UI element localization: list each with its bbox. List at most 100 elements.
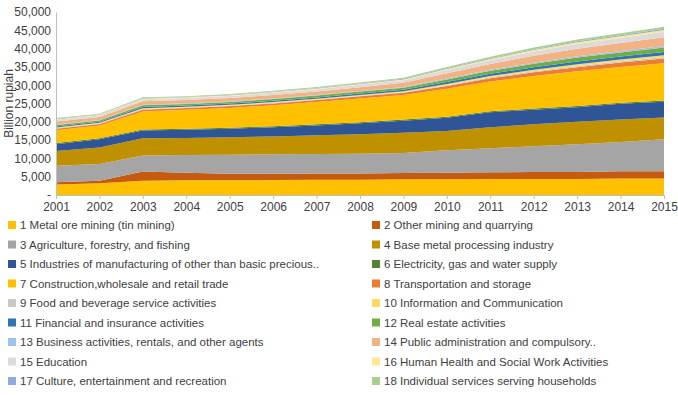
x-tick: 2002	[87, 195, 114, 214]
legend-item: 16 Human Health and Social Work Activiti…	[372, 356, 608, 368]
area-layer	[56, 30, 664, 120]
y-tick: 5,000	[21, 170, 56, 184]
x-tick-label: 2010	[434, 200, 461, 214]
y-tick-label: 30,000	[14, 79, 51, 93]
legend-label: 8 Transportation and storage	[384, 278, 531, 290]
area-layer	[56, 32, 664, 122]
legend-item: 9 Food and beverage service activities	[8, 297, 216, 309]
y-axis-line	[56, 13, 57, 196]
x-tick: 2013	[564, 195, 591, 214]
legend-swatch	[372, 299, 380, 307]
legend-label: 15 Education	[20, 356, 87, 368]
y-tick-label: 40,000	[14, 42, 51, 56]
y-tick: 20,000	[14, 115, 56, 129]
legend-label: 13 Business activities, rentals, and oth…	[20, 336, 264, 348]
y-tick-label: 50,000	[14, 5, 51, 19]
y-tick-label: 35,000	[14, 60, 51, 74]
y-tick-label: 20,000	[14, 115, 51, 129]
legend-label: 2 Other mining and quarrying	[384, 219, 533, 231]
x-tick-mark	[447, 195, 448, 199]
x-tick: 2014	[608, 195, 635, 214]
legend-swatch	[372, 241, 380, 249]
legend-item: 14 Public administration and compulsory.…	[372, 336, 596, 348]
legend-label: 18 Individual services serving household…	[384, 375, 596, 387]
x-tick-mark	[230, 195, 231, 199]
legend-swatch	[372, 338, 380, 346]
x-tick-mark	[56, 195, 57, 199]
legend-swatch	[8, 280, 16, 288]
plot-area	[56, 27, 664, 195]
x-tick-label: 2014	[608, 200, 635, 214]
x-tick-mark	[186, 195, 187, 199]
legend-swatch	[8, 241, 16, 249]
legend-swatch	[372, 319, 380, 327]
legend-label: 17 Culture, entertainment and recreation	[20, 375, 226, 387]
chart-container: -5,00010,00015,00020,00025,00030,00035,0…	[0, 0, 678, 395]
area-layer	[56, 37, 664, 124]
y-tick: 25,000	[14, 97, 56, 111]
x-tick-mark	[143, 195, 144, 199]
legend-swatch	[8, 299, 16, 307]
x-axis: 2001200220032004200520062007200820092010…	[43, 195, 678, 214]
y-tick: 35,000	[14, 60, 56, 74]
x-tick: 2004	[173, 195, 200, 214]
legend-swatch	[372, 280, 380, 288]
legend-label: 16 Human Health and Social Work Activiti…	[384, 356, 608, 368]
y-tick-label: 45,000	[14, 24, 51, 38]
x-tick-mark	[621, 195, 622, 199]
x-tick-label: 2003	[130, 200, 157, 214]
legend-swatch	[8, 377, 16, 385]
x-tick-mark	[534, 195, 535, 199]
x-tick-label: 2004	[173, 200, 200, 214]
y-tick: 50,000	[14, 5, 56, 19]
legend-label: 10 Information and Communication	[384, 297, 563, 309]
y-axis: -5,00010,00015,00020,00025,00030,00035,0…	[14, 5, 56, 202]
x-tick-mark	[273, 195, 274, 199]
y-tick-label: 5,000	[21, 170, 51, 184]
y-tick: 40,000	[14, 42, 56, 56]
legend-item: 17 Culture, entertainment and recreation	[8, 375, 226, 387]
x-tick: 2006	[260, 195, 287, 214]
legend-label: 1 Metal ore mining (tin mining)	[20, 219, 175, 231]
legend-label: 5 Industries of manufacturing of other t…	[20, 258, 319, 270]
area-layer	[56, 27, 664, 119]
x-tick-mark	[664, 195, 665, 199]
legend-label: 6 Electricity, gas and water supply	[384, 258, 557, 270]
x-tick-label: 2013	[564, 200, 591, 214]
legend-swatch	[372, 377, 380, 385]
x-tick: 2012	[521, 195, 548, 214]
chart-svg: -5,00010,00015,00020,00025,00030,00035,0…	[0, 0, 678, 395]
legend-swatch	[8, 221, 16, 229]
legend-label: 11 Financial and insurance activities	[20, 317, 204, 329]
legend-item: 15 Education	[8, 356, 87, 368]
legend: 1 Metal ore mining (tin mining) 2 Other m…	[8, 219, 608, 387]
legend-item: 2 Other mining and quarrying	[372, 219, 533, 231]
x-tick: 2007	[304, 195, 331, 214]
x-axis-line	[57, 196, 665, 200]
y-tick: 15,000	[14, 133, 56, 147]
legend-label: 4 Base metal processing industry	[384, 239, 554, 251]
legend-label: 12 Real estate activities	[384, 317, 506, 329]
legend-item: 4 Base metal processing industry	[372, 239, 554, 251]
x-tick: 2005	[217, 195, 244, 214]
x-tick: 2008	[347, 195, 374, 214]
x-tick-label: 2006	[260, 200, 287, 214]
y-axis-title: Billion rupiah	[2, 69, 16, 138]
x-tick-mark	[99, 195, 100, 199]
legend-label: 9 Food and beverage service activities	[20, 297, 216, 309]
legend-label: 3 Agriculture, forestry, and fishing	[20, 239, 190, 251]
y-tick: 45,000	[14, 24, 56, 38]
legend-item: 8 Transportation and storage	[372, 278, 531, 290]
legend-item: 13 Business activities, rentals, and oth…	[8, 336, 264, 348]
x-tick: 2003	[130, 195, 157, 214]
y-tick-label: 25,000	[14, 97, 51, 111]
x-tick-mark	[360, 195, 361, 199]
x-tick-label: 2015	[651, 200, 678, 214]
x-tick-mark	[317, 195, 318, 199]
legend-item: 12 Real estate activities	[372, 317, 506, 329]
x-tick: 2011	[478, 195, 504, 214]
legend-item: 1 Metal ore mining (tin mining)	[8, 219, 175, 231]
legend-label: 14 Public administration and compulsory.…	[384, 336, 596, 348]
x-tick-mark	[490, 195, 491, 199]
legend-item: 11 Financial and insurance activities	[8, 317, 204, 329]
